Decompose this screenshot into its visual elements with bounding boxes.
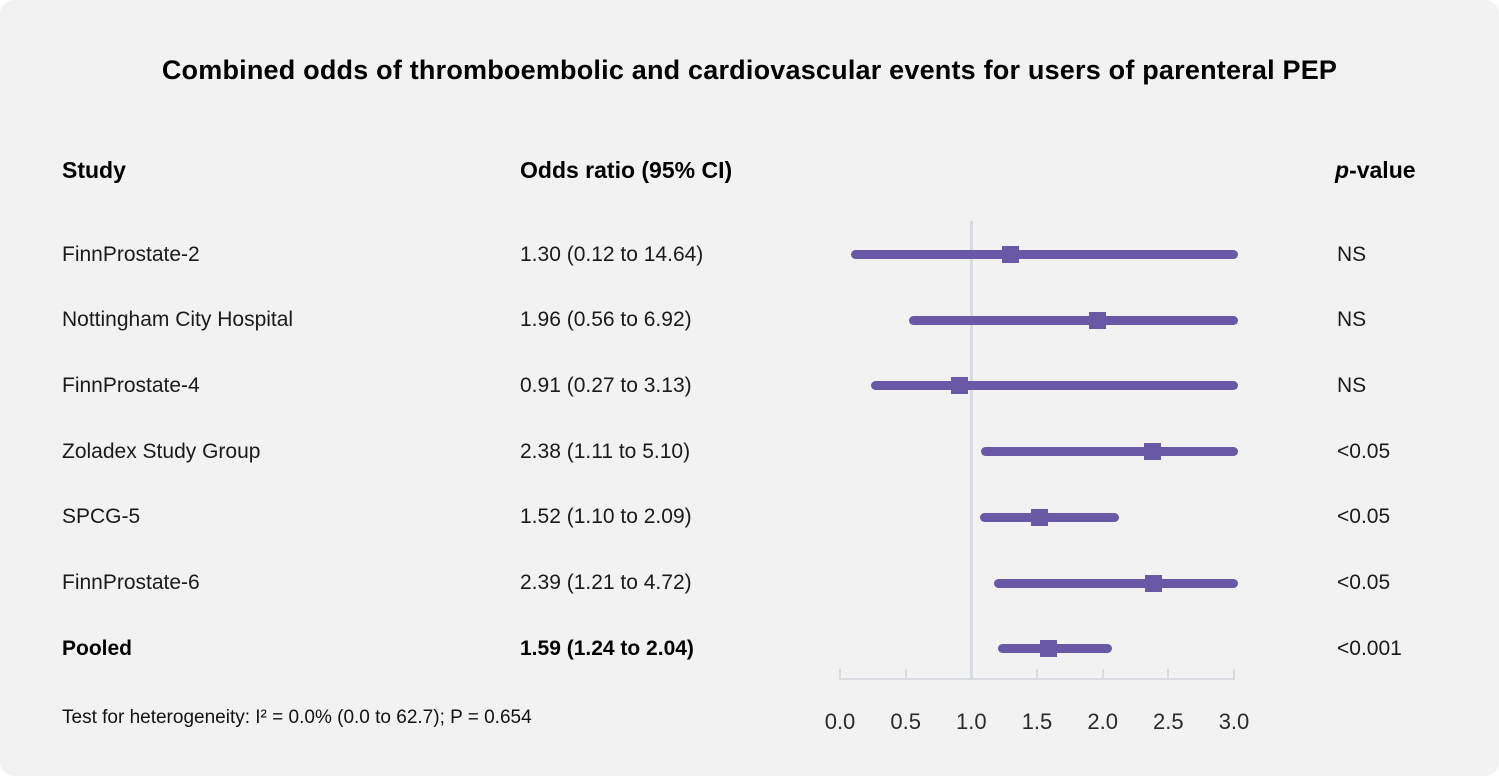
axis-tick-label: 2.5 [1153,709,1184,734]
odds-ratio-marker [1002,246,1020,263]
or-ci-value: 2.39 (1.21 to 4.72) [520,571,692,594]
column-header-odds-ratio: Odds ratio (95% CI) [520,157,733,183]
or-ci-value: 2.38 (1.11 to 5.10) [520,439,691,463]
axis-tick-label: 1.5 [1021,709,1053,734]
p-value: NS [1337,373,1367,397]
reference-line [969,221,973,678]
p-value: <0.05 [1337,505,1391,529]
or-ci-value: 0.91 (0.27 to 3.13) [520,373,692,397]
axis-tick [1035,669,1038,678]
p-value: <0.05 [1337,571,1391,594]
confidence-interval-line [851,250,1239,259]
p-value: <0.001 [1337,636,1402,660]
study-label: SPCG-5 [62,505,141,529]
or-ci-value: 1.30 (0.12 to 14.64) [520,242,704,266]
study-label: Nottingham City Hospital [62,308,294,332]
axis-tick-label: 0.0 [824,709,856,734]
odds-ratio-marker [1144,443,1162,461]
confidence-interval-line [870,381,1239,391]
confidence-interval-line [981,447,1239,457]
axis-tick-label: 3.0 [1218,709,1250,734]
study-label: Zoladex Study Group [62,439,261,463]
axis-tick [839,669,841,678]
pvalue-header-suffix: -value [1349,157,1416,183]
column-header-study: Study [62,157,126,183]
p-value: <0.05 [1337,439,1391,463]
study-label: FinnProstate-4 [62,373,200,397]
axis-tick-label: 0.5 [890,709,921,734]
axis-tick-label: 1.0 [956,709,987,734]
or-ci-value: 1.52 (1.10 to 2.09) [520,505,692,529]
axis-tick-label: 2.0 [1087,709,1118,734]
odds-ratio-marker [1088,311,1106,329]
axis-tick [1101,669,1104,678]
or-ci-value: 1.59 (1.24 to 2.04) [520,636,694,660]
confidence-interval-line [979,512,1119,522]
confidence-interval-line [994,578,1239,588]
heterogeneity-footnote: Test for heterogeneity: I² = 0.0% (0.0 t… [62,707,532,728]
study-label: FinnProstate-6 [62,571,200,594]
pvalue-header-italic-p: p [1335,157,1350,183]
axis-tick [1167,669,1170,678]
p-value: NS [1337,308,1367,332]
odds-ratio-marker [1145,574,1163,592]
odds-ratio-marker [951,377,968,395]
axis-tick [904,669,907,678]
column-header-pvalue: p-value [1335,153,1416,187]
chart-title: Combined odds of thromboembolic and card… [161,55,1338,85]
axis-line [839,678,1235,680]
axis-tick [970,669,973,678]
odds-ratio-marker [1040,640,1058,658]
or-ci-value: 1.96 (0.56 to 6.92) [520,308,692,332]
study-label: Pooled [62,636,133,660]
confidence-interval-line [909,315,1239,325]
p-value: NS [1337,242,1367,266]
odds-ratio-marker [1031,508,1049,526]
axis-tick [1232,669,1235,678]
study-label: FinnProstate-2 [62,242,200,266]
